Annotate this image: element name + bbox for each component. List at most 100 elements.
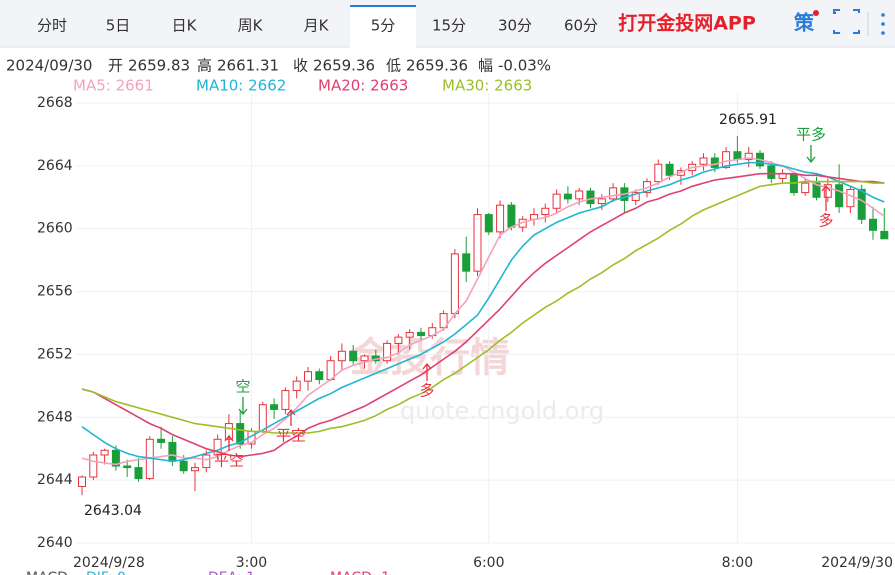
info-high-label: 高 [197, 57, 212, 75]
tab[interactable]: 30分 [498, 17, 532, 35]
candle-body [349, 350, 358, 362]
candle-body [111, 449, 120, 467]
y-tick-label: 2644 [37, 472, 73, 488]
macd-label: DEA: 1 [208, 570, 255, 575]
signal-arrow [422, 362, 432, 381]
ma-line [81, 157, 885, 466]
candle-body [179, 460, 188, 472]
y-tick-label: 2668 [37, 95, 73, 111]
fullscreen-icon[interactable] [833, 9, 860, 34]
candle-body [767, 165, 776, 179]
tab[interactable]: 日K [172, 17, 198, 35]
x-tick-label: 8:00 [722, 555, 753, 571]
candle-body [835, 184, 844, 208]
info-low-label: 低 [386, 57, 401, 75]
max-label: 2665.91 [719, 112, 777, 128]
candle-body [417, 331, 425, 337]
info-open: 2659.83 [128, 57, 190, 75]
candle-body [383, 342, 392, 362]
candle-body [157, 438, 166, 443]
candle-body [281, 390, 290, 410]
tab[interactable]: 5日 [106, 17, 131, 35]
candle-body [337, 350, 346, 362]
tab[interactable]: 月K [304, 17, 330, 35]
signal-label: 空 [235, 378, 250, 396]
candle-body [123, 465, 132, 469]
tab-bar [0, 0, 895, 47]
candle-body [168, 441, 177, 462]
candle-body [812, 182, 821, 198]
tab[interactable]: 周K [238, 17, 264, 35]
candle-body [78, 476, 86, 487]
candle-body [100, 449, 109, 456]
signal-arrow [238, 397, 248, 416]
badge-dot [813, 10, 819, 16]
legend-entry: MA10: 2662 [196, 77, 286, 95]
candle-body [134, 467, 143, 480]
candle-body [450, 253, 459, 315]
candle-body [270, 404, 279, 410]
candle-body [552, 193, 561, 209]
candle-body [609, 187, 618, 200]
candle-body [258, 404, 267, 432]
y-tick-label: 2652 [37, 346, 73, 362]
info-date: 2024/09/30 [6, 57, 92, 75]
candle-body [507, 204, 516, 228]
candle-body [213, 438, 222, 456]
min-label: 2643.04 [84, 503, 142, 519]
candle-body [857, 188, 866, 220]
tab[interactable]: 5分 [371, 17, 396, 35]
candle-body [462, 253, 471, 272]
candle-body [89, 454, 98, 478]
info-low: 2659.36 [406, 57, 468, 75]
app-button[interactable]: 打开金投网APP [618, 12, 756, 35]
more-icon[interactable] [881, 13, 885, 35]
candle-body [236, 423, 245, 445]
candle-body [846, 188, 855, 208]
y-tick-label: 2656 [37, 284, 73, 300]
signal-label: 多 [419, 382, 434, 400]
legend-entry: MA5: 2661 [73, 77, 154, 95]
tab[interactable]: 60分 [564, 17, 598, 35]
x-tick-label: 2024/9/28 [73, 555, 145, 571]
y-tick-label: 2664 [37, 158, 73, 174]
signal-label: 平空 [214, 452, 244, 470]
tab[interactable]: 15分 [432, 17, 466, 35]
signal-label: 平空 [276, 427, 306, 445]
legend-entry: MA20: 2663 [318, 77, 408, 95]
candle-body [801, 182, 810, 194]
candle-body [405, 331, 414, 338]
candle-body [722, 151, 731, 168]
candle-body [541, 207, 550, 216]
info-high: 2661.31 [217, 57, 279, 75]
y-tick-label: 2640 [37, 535, 73, 551]
info-close: 2659.36 [313, 57, 375, 75]
x-tick-label: 3:00 [236, 555, 267, 571]
info-open-label: 开 [108, 57, 123, 75]
legend-entry: MA30: 2663 [442, 77, 532, 95]
x-tick-label: 2024/9/30 [821, 555, 893, 571]
macd-label: DIF: 0 [86, 570, 126, 575]
signal-label: 平多 [796, 126, 826, 144]
candle-body [496, 204, 505, 233]
candle-body [710, 157, 719, 168]
signal-arrow [286, 408, 296, 426]
tab[interactable]: 分时 [37, 17, 67, 35]
candle-body [439, 313, 448, 329]
macd-label: MACD [26, 570, 68, 575]
signal-arrow [821, 184, 831, 211]
candle-body [394, 336, 403, 344]
candle-body [304, 371, 312, 382]
candle-body [575, 190, 584, 200]
candle-body [699, 157, 708, 165]
ma-line [81, 172, 885, 458]
candle-body [586, 190, 595, 205]
candle-body [880, 230, 889, 240]
signal-arrow [806, 145, 816, 164]
y-tick-label: 2648 [37, 409, 73, 425]
strategy-icon[interactable]: 策 [794, 11, 815, 35]
candle-body [654, 163, 663, 183]
signal-label: 多 [818, 212, 833, 230]
candle-body [473, 214, 482, 272]
